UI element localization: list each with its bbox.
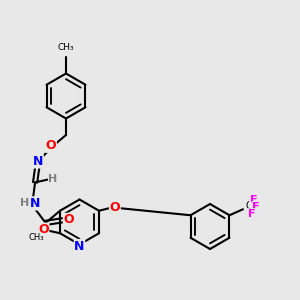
Text: O: O bbox=[110, 201, 120, 214]
Text: N: N bbox=[30, 197, 40, 210]
Text: N: N bbox=[74, 239, 85, 253]
Text: CH₃: CH₃ bbox=[58, 43, 74, 52]
Text: O: O bbox=[63, 213, 74, 226]
Text: F: F bbox=[250, 195, 257, 205]
Text: O: O bbox=[46, 139, 56, 152]
Text: O: O bbox=[38, 223, 49, 236]
Text: CH₃: CH₃ bbox=[28, 233, 44, 242]
Text: F: F bbox=[252, 202, 259, 212]
Text: H: H bbox=[49, 174, 58, 184]
Text: H: H bbox=[20, 198, 29, 208]
Text: F: F bbox=[248, 209, 255, 219]
Text: N: N bbox=[33, 155, 43, 168]
Text: C: C bbox=[245, 201, 252, 211]
